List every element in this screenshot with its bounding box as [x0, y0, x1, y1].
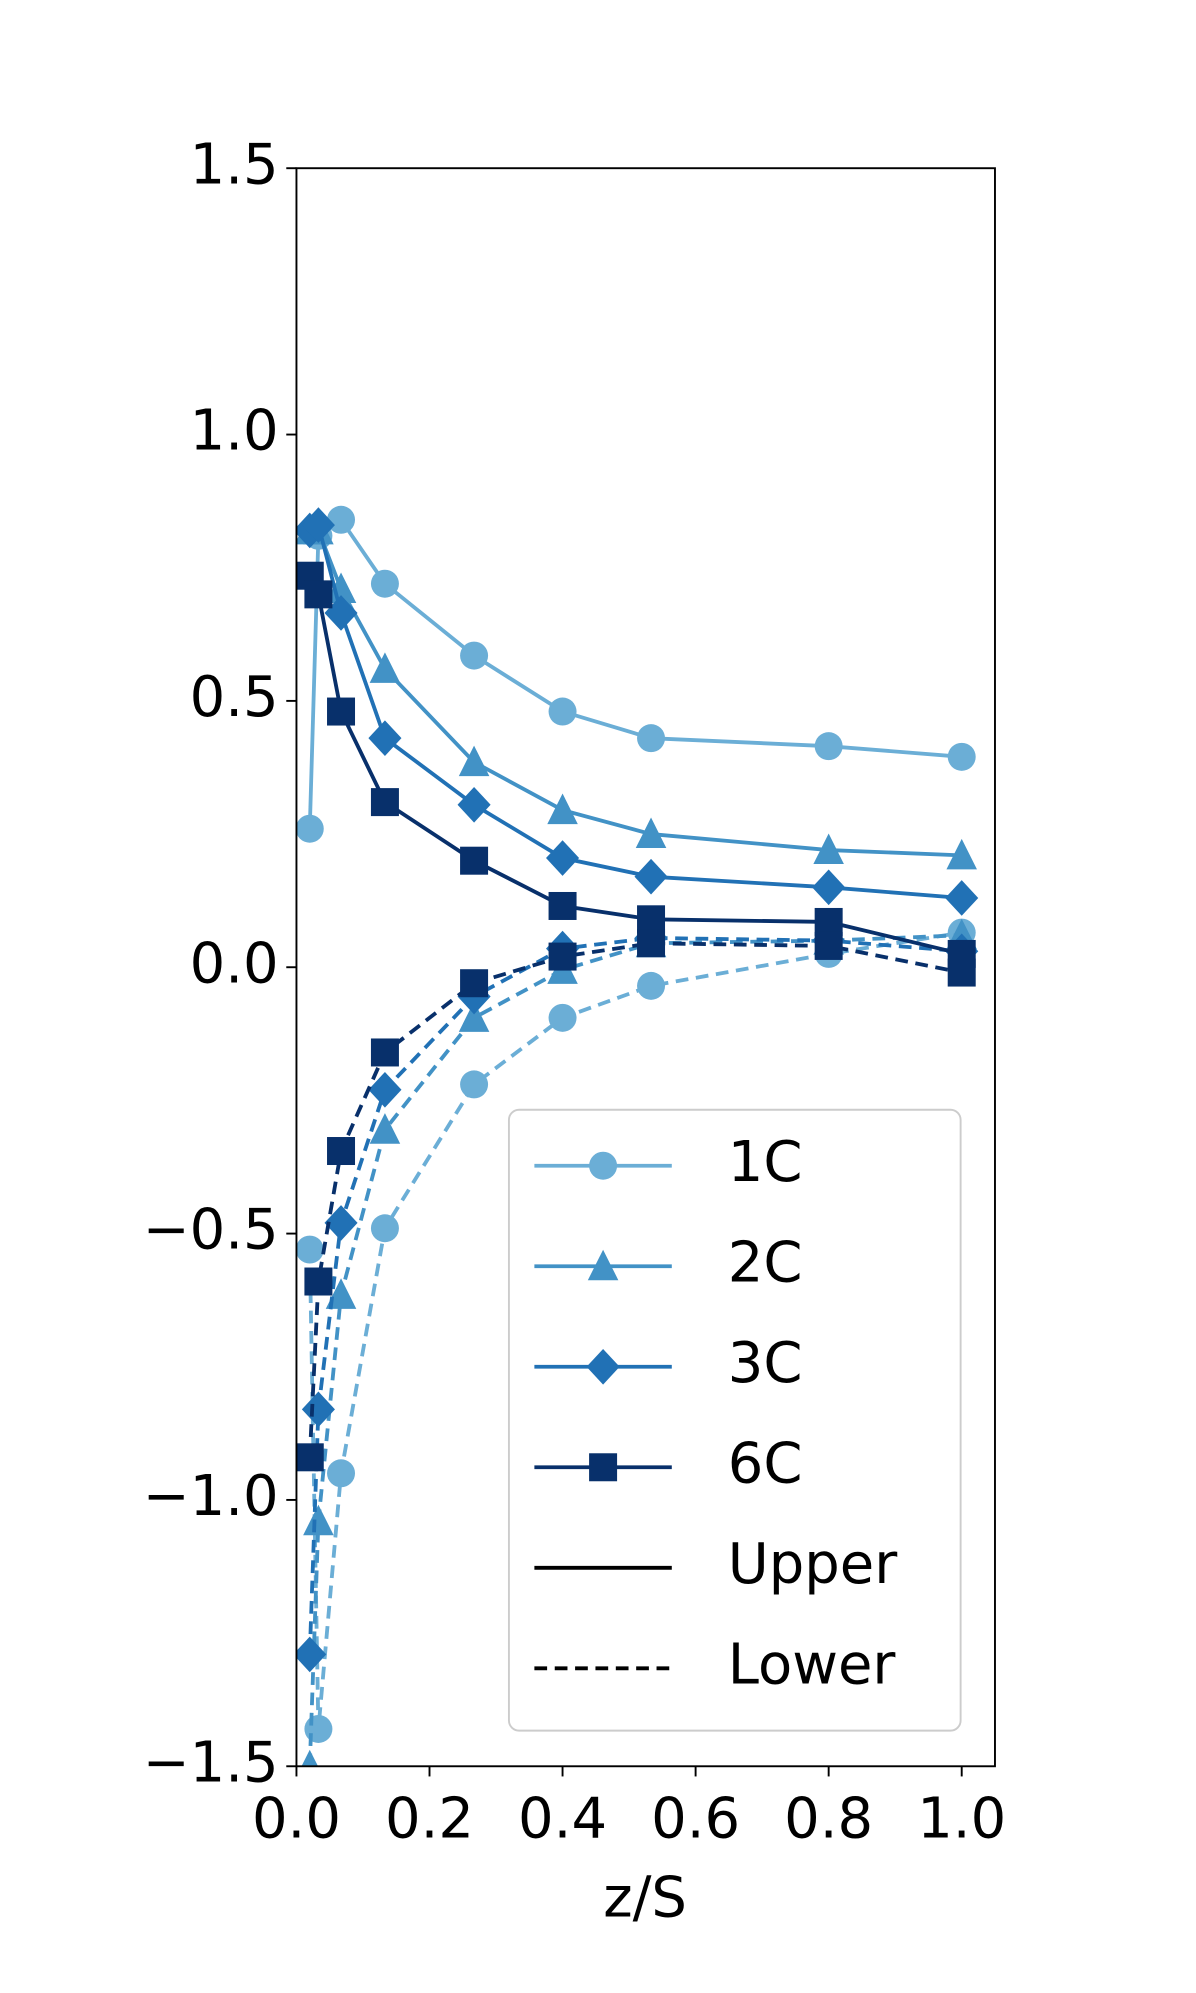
legend-marker — [587, 1249, 619, 1281]
legend-label: Upper — [728, 1532, 898, 1597]
marker — [637, 929, 666, 958]
marker — [548, 697, 577, 726]
marker — [812, 869, 846, 906]
y-tick-label: 1.0 — [190, 399, 279, 464]
marker — [460, 846, 489, 875]
marker — [369, 652, 401, 683]
marker — [301, 1749, 319, 1767]
marker — [304, 1267, 333, 1296]
marker — [548, 891, 577, 920]
marker — [296, 1235, 324, 1264]
y-tick-label: −1.0 — [143, 1464, 279, 1529]
x-tick-label: 0.8 — [784, 1786, 873, 1851]
marker — [547, 793, 578, 825]
series-line — [308, 522, 962, 900]
marker — [635, 817, 667, 849]
marker — [368, 720, 402, 756]
marker — [304, 580, 333, 609]
series-line — [309, 528, 962, 858]
marker — [458, 745, 490, 777]
marker — [369, 1113, 401, 1144]
marker — [945, 880, 979, 916]
marker — [457, 786, 491, 823]
marker — [548, 942, 577, 971]
marker — [637, 971, 666, 1000]
x-tick-label: 0.0 — [252, 1786, 341, 1851]
marker — [460, 1070, 489, 1099]
marker — [548, 1003, 577, 1032]
y-tick-label: 0.5 — [190, 665, 279, 730]
legend-label: 1C — [728, 1130, 803, 1195]
legend-label: 6C — [728, 1431, 803, 1496]
marker — [634, 858, 668, 895]
marker — [324, 595, 358, 631]
marker — [327, 1459, 356, 1488]
marker — [814, 732, 843, 761]
marker — [947, 742, 976, 771]
series-line — [308, 574, 963, 956]
marker — [460, 641, 489, 670]
series-line — [307, 517, 962, 829]
legend-marker — [586, 1348, 620, 1385]
marker — [814, 931, 843, 960]
marker — [637, 905, 666, 934]
legend-marker — [589, 1453, 618, 1482]
y-tick-label: −0.5 — [143, 1198, 279, 1263]
marker — [296, 1636, 327, 1673]
marker — [814, 907, 843, 936]
marker — [458, 1001, 490, 1032]
legend-label: Lower — [728, 1632, 897, 1697]
plot-frame — [295, 167, 996, 1768]
marker — [947, 958, 976, 987]
x-tick-label: 1.0 — [917, 1786, 1006, 1851]
x-tick-label: 0.6 — [651, 1786, 740, 1851]
marker — [946, 838, 977, 870]
marker — [637, 724, 666, 753]
marker — [327, 1137, 356, 1166]
x-tick-label: 0.4 — [518, 1786, 607, 1851]
x-tick-label: 0.2 — [385, 1786, 474, 1851]
legend-label: 3C — [728, 1331, 803, 1396]
marker — [304, 1714, 333, 1743]
marker — [303, 1504, 334, 1536]
marker — [370, 1038, 399, 1067]
marker — [296, 1443, 324, 1472]
marker — [546, 840, 580, 876]
legend-marker — [589, 1151, 618, 1180]
legend-label: 2C — [728, 1230, 803, 1295]
marker — [325, 572, 357, 604]
legend: 1C 2C 3C 6C Upper Lower — [507, 1108, 962, 1732]
y-tick-label: −1.5 — [143, 1730, 279, 1795]
marker — [370, 569, 399, 598]
marker — [296, 814, 324, 843]
marker — [813, 833, 844, 865]
marker — [370, 788, 399, 817]
marker — [370, 1214, 399, 1243]
y-tick-label: 0.0 — [190, 931, 279, 996]
marker — [327, 697, 356, 726]
x-axis-label: z/S — [603, 1865, 687, 1930]
marker — [460, 969, 489, 998]
marker — [327, 505, 356, 534]
y-tick-label: 1.5 — [190, 132, 279, 197]
